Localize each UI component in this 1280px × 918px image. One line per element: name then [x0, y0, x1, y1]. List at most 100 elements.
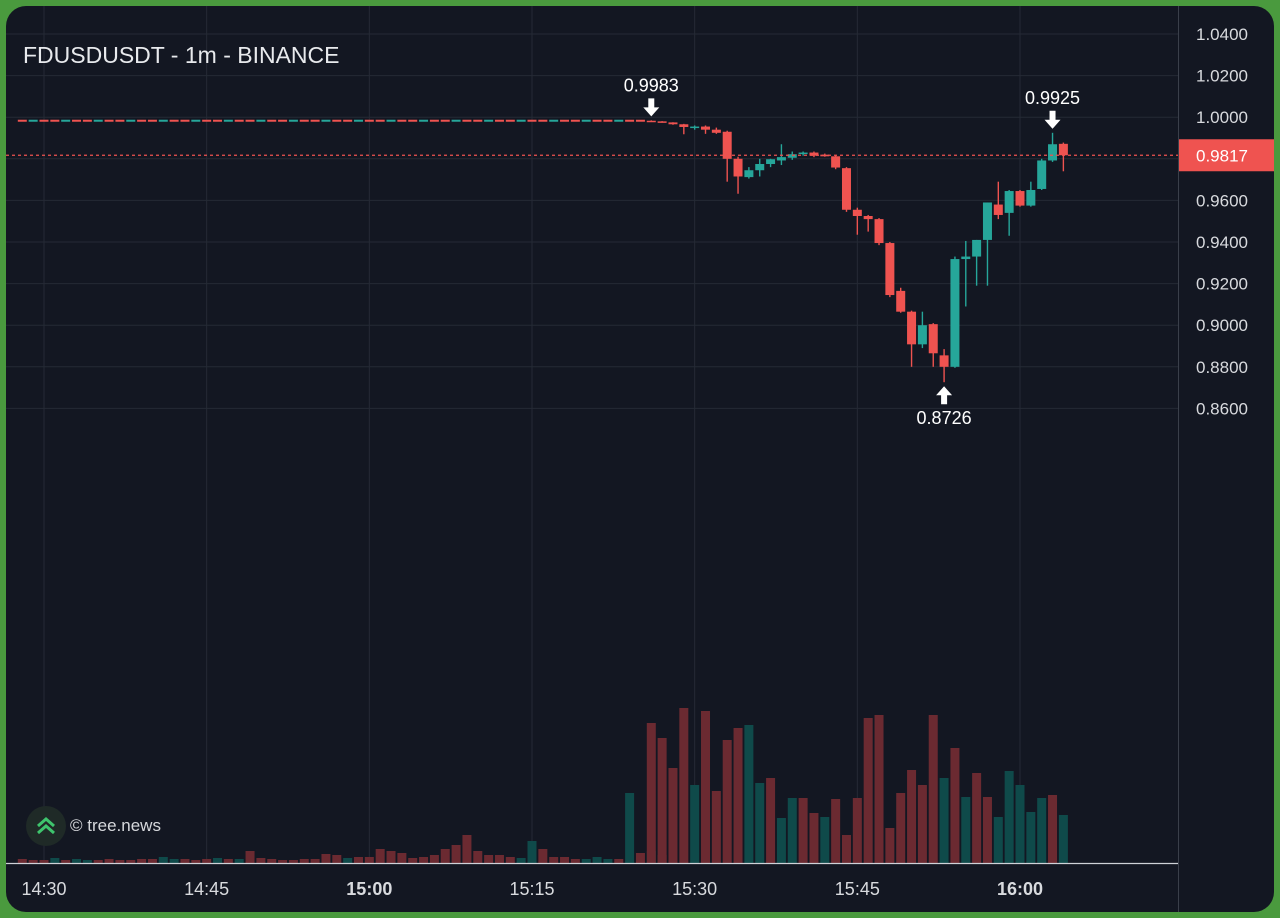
candle-body: [701, 126, 711, 130]
price-tick-label: 0.8600: [1196, 399, 1248, 418]
volume-bar: [1015, 785, 1025, 863]
volume-bar: [798, 798, 808, 863]
price-tick-label: 0.9400: [1196, 233, 1248, 252]
flat-candle: [440, 119, 450, 122]
candle-body: [896, 290, 906, 312]
volume-bar: [28, 860, 38, 863]
volume-bar: [343, 858, 353, 863]
volume-bar: [353, 857, 363, 863]
time-tick-label: 16:00: [997, 879, 1043, 899]
volume-bar: [440, 849, 450, 863]
flat-candle: [549, 119, 559, 122]
candle-body: [993, 204, 1003, 215]
volume-bar: [516, 858, 526, 863]
flat-candle: [213, 119, 223, 122]
flat-candle: [473, 119, 483, 122]
volume-bar: [646, 723, 656, 863]
candle-body: [1015, 191, 1025, 206]
volume-bar: [570, 859, 580, 863]
volume-bar: [1048, 795, 1058, 863]
volume-bar: [473, 851, 483, 863]
flat-candle: [147, 119, 157, 122]
flat-candle: [180, 119, 190, 122]
flat-candle: [603, 119, 613, 122]
volume-bar: [267, 859, 277, 863]
chart-title: FDUSDUSDT - 1m - BINANCE: [23, 42, 340, 68]
candlestick-chart[interactable]: 0.9983 0.9925 0.8726 1.0400 1.0200 1.0000 0.9…: [6, 6, 1274, 912]
flat-candle: [635, 119, 645, 122]
volume-bar: [1004, 771, 1014, 863]
flat-candle: [234, 119, 244, 122]
volume-bar: [61, 860, 71, 863]
flat-candle: [581, 119, 591, 122]
flat-candle: [429, 119, 439, 122]
flat-candle: [505, 119, 515, 122]
volume-bar: [733, 728, 743, 863]
candle-body: [907, 311, 917, 345]
candle-body: [939, 355, 949, 367]
volume-bar: [668, 768, 678, 863]
volume-bar: [505, 857, 515, 863]
time-tick-label: 15:15: [509, 879, 554, 899]
volume-bar: [126, 860, 136, 863]
arrow-up-icon: [936, 386, 953, 405]
flat-candle: [288, 119, 298, 122]
price-tick-label: 0.8800: [1196, 358, 1248, 377]
candle-body: [885, 243, 895, 296]
annotation-label: 0.9925: [1025, 88, 1080, 108]
candle-body: [961, 256, 971, 260]
flat-candle: [202, 119, 212, 122]
annotation-label: 0.9983: [624, 75, 679, 95]
price-tick-label: 0.9000: [1196, 316, 1248, 335]
volume-bar: [494, 855, 504, 863]
volume-bar: [657, 738, 667, 863]
volume-bar: [169, 859, 179, 863]
flat-candle: [104, 119, 114, 122]
candle-body: [722, 131, 732, 159]
volume-bar: [950, 748, 960, 863]
volume-bar: [462, 835, 472, 863]
volume-bar: [744, 725, 754, 863]
volume-bar: [766, 778, 776, 863]
flat-candle: [527, 119, 537, 122]
volume-bar: [299, 859, 309, 863]
flat-candle: [397, 119, 407, 122]
flat-candle: [332, 119, 342, 122]
flat-candle: [560, 119, 570, 122]
volume-bar: [245, 851, 255, 863]
volume-bar: [82, 860, 92, 863]
volume-bar: [180, 859, 190, 863]
volume-bar: [907, 770, 917, 863]
candle-body: [776, 157, 786, 161]
grid-lines: [6, 6, 1178, 863]
volume-bar: [397, 853, 407, 863]
volume-bar: [939, 778, 949, 863]
flat-candle: [353, 119, 363, 122]
volume-bar: [17, 859, 27, 863]
volume-bar: [863, 718, 873, 863]
candle-body: [1004, 191, 1014, 213]
volume-bar: [581, 859, 591, 863]
price-tick-label: 1.0200: [1196, 67, 1248, 86]
flat-candle: [93, 119, 103, 122]
price-tick-label: 0.9200: [1196, 275, 1248, 294]
time-axis: 14:30 14:45 15:00 15:15 15:30 15:45 16:00: [6, 862, 1178, 899]
volume-bar: [635, 853, 645, 863]
flat-candle: [538, 119, 548, 122]
volume-bars: [17, 708, 1068, 863]
flat-candle: [158, 119, 168, 122]
volume-bar: [386, 851, 396, 863]
volume-bar: [364, 857, 374, 863]
flat-candle: [137, 119, 147, 122]
volume-bar: [1026, 812, 1036, 863]
flat-candle: [17, 119, 27, 122]
volume-bar: [147, 859, 157, 863]
price-axis: 1.04001.02001.00000.98000.96000.94000.92…: [1178, 6, 1274, 912]
flat-candle: [592, 119, 602, 122]
candle-body: [787, 154, 797, 158]
candle-body: [831, 156, 841, 168]
volume-bar: [278, 860, 288, 863]
volume-bar: [874, 715, 884, 863]
volume-bar: [852, 798, 862, 863]
flat-candle: [484, 119, 494, 122]
